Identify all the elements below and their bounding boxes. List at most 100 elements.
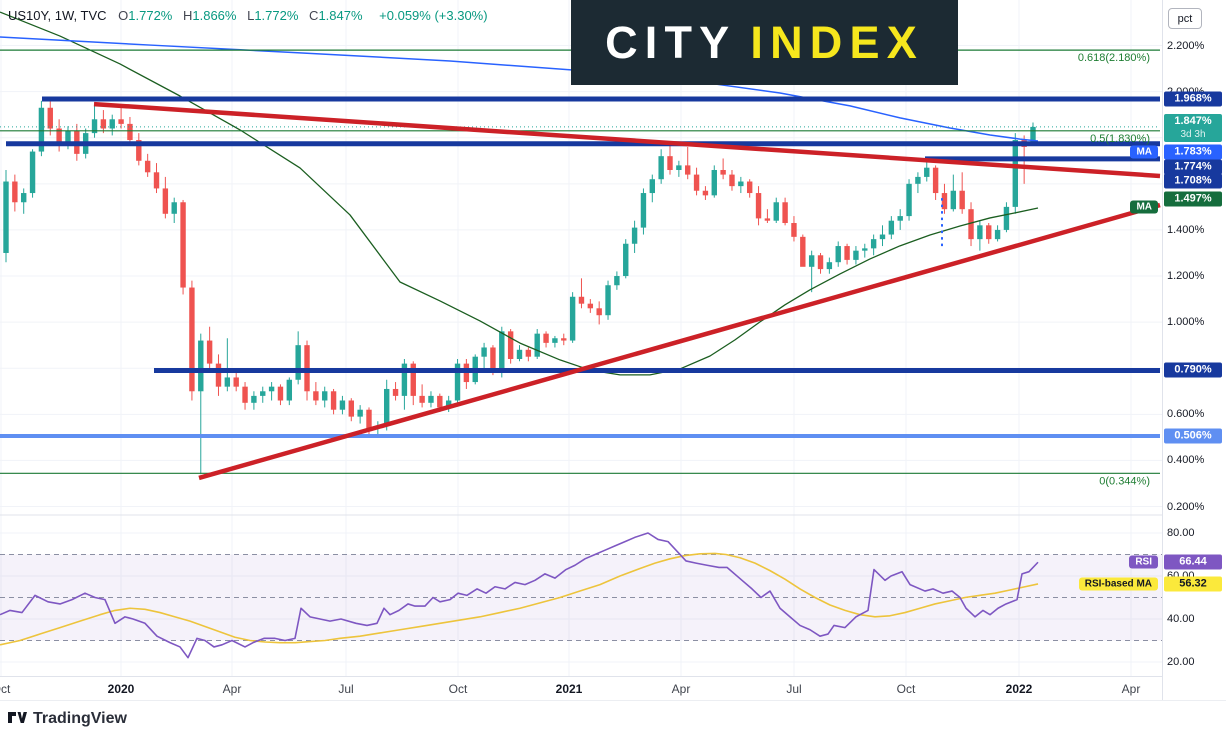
- candle-body: [773, 202, 779, 221]
- candle-body: [56, 128, 62, 145]
- candle-body: [552, 338, 558, 343]
- candle-body: [1003, 206, 1010, 230]
- axis-value-badge: 1.968%: [1164, 91, 1222, 107]
- axis-value-badge: 66.44: [1164, 554, 1222, 570]
- time-tick: Oct: [896, 682, 916, 696]
- line: [0, 36, 1039, 142]
- candle-body: [561, 338, 567, 341]
- trendline[interactable]: [93, 101, 1161, 179]
- candle-body: [844, 246, 850, 260]
- candle-body: [437, 395, 443, 408]
- candle-body: [171, 202, 177, 214]
- symbol-title: US10Y, 1W, TVC: [8, 8, 107, 23]
- candle-body: [569, 296, 576, 341]
- candle-body: [755, 193, 762, 219]
- line: [0, 532, 1039, 659]
- candle-body: [322, 391, 328, 401]
- candle-body: [3, 181, 9, 253]
- candle-body: [738, 181, 744, 187]
- time-tick: Apr: [671, 682, 691, 696]
- price-axis[interactable]: 2.200%2.000%1.800%1.600%1.400%1.200%1.00…: [1162, 0, 1226, 700]
- candle-body: [640, 193, 647, 228]
- price-tick: 1.000%: [1167, 316, 1205, 329]
- candle-body: [454, 363, 461, 401]
- candle-body: [516, 349, 523, 360]
- tradingview-attribution[interactable]: TradingView: [8, 710, 127, 728]
- time-axis[interactable]: Oct 2020 Apr Jul Oct 2021 Apr Jul Oct 2022 Apr: [0, 676, 1162, 701]
- candle-body: [685, 165, 691, 175]
- candle-body: [1030, 126, 1036, 145]
- indicator-pill: RSI-based MA: [1078, 577, 1158, 591]
- candle-body: [198, 340, 204, 392]
- trendline[interactable]: [198, 202, 1161, 481]
- candle-body: [410, 363, 416, 396]
- candle-body: [38, 107, 45, 152]
- candle-body: [366, 409, 372, 429]
- unit-toggle-button[interactable]: pct: [1168, 8, 1202, 29]
- candle-body: [605, 285, 611, 316]
- price-tick: 1.200%: [1167, 270, 1205, 283]
- city-index-logo: CITY INDEX: [571, 0, 958, 85]
- candle-body: [481, 347, 487, 357]
- city-index-logo-city: CITY: [605, 17, 737, 68]
- tradingview-logo-text: TradingView: [33, 710, 127, 727]
- axis-value-badge: 1.708%: [1164, 173, 1222, 189]
- candle-body: [162, 188, 169, 214]
- candle-body: [986, 225, 992, 240]
- candle-body: [127, 123, 133, 141]
- candle-body: [862, 248, 868, 251]
- time-tick: Oct: [448, 682, 468, 696]
- ohlc-high: H1.866%: [182, 8, 237, 23]
- line: [0, 552, 1039, 646]
- candle-body: [295, 345, 301, 380]
- time-tick: Apr: [222, 682, 242, 696]
- chart-area[interactable]: 0.618(2.180%) 0.5(1.830%) 0(0.344%): [0, 0, 1162, 700]
- candle-body: [711, 169, 717, 196]
- candle-body: [906, 183, 912, 217]
- candle-body: [348, 400, 354, 417]
- candle-body: [826, 262, 833, 270]
- candle-body: [649, 179, 656, 194]
- symbol-legend[interactable]: US10Y, 1W, TVC O1.772% H1.866% L1.772% C…: [8, 8, 488, 23]
- candle-body: [870, 239, 877, 249]
- axis-value-badge: 1.497%: [1164, 191, 1222, 207]
- candle-body: [924, 167, 930, 177]
- candle-body: [764, 218, 771, 221]
- candle-body: [392, 388, 399, 396]
- time-tick: 2022: [1005, 682, 1033, 696]
- candle-body: [791, 223, 797, 237]
- candle-body: [21, 193, 27, 203]
- candle-body: [623, 243, 629, 277]
- candle-body: [746, 181, 753, 194]
- candle-body: [419, 395, 425, 403]
- time-tick: Oct: [0, 682, 11, 696]
- candle-body: [968, 209, 974, 240]
- ohlc-low: L1.772%: [247, 8, 299, 23]
- candle-body: [782, 202, 788, 224]
- ohlc-open: O1.772%: [118, 8, 173, 23]
- axis-value-badge: 1.783%: [1164, 144, 1222, 160]
- candle-body: [631, 227, 638, 244]
- candle-body: [702, 190, 709, 196]
- fib-label: 0.5(1.830%): [1090, 133, 1150, 145]
- indicator-pill: RSI: [1129, 555, 1158, 569]
- candle-body: [490, 347, 496, 371]
- price-tick: 0.600%: [1167, 408, 1205, 421]
- candle-body: [29, 151, 36, 194]
- candle-body: [941, 193, 948, 210]
- time-tick: Jul: [338, 682, 354, 696]
- candle-body: [888, 220, 895, 235]
- rsi-tick: 80.00: [1167, 527, 1195, 539]
- candle-body: [587, 303, 594, 309]
- price-tick: 1.400%: [1167, 223, 1205, 236]
- price-tick: 0.400%: [1167, 454, 1205, 467]
- change-value: +0.059% (+3.30%): [379, 8, 488, 23]
- candle-body: [525, 349, 532, 357]
- axis-value-badge: 0.506%: [1164, 428, 1222, 444]
- candle-body: [286, 379, 293, 401]
- candle-body: [853, 250, 859, 260]
- candle-body: [383, 388, 390, 426]
- time-tick: 2020: [107, 682, 135, 696]
- time-tick: 2021: [555, 682, 583, 696]
- candle-body: [915, 176, 921, 184]
